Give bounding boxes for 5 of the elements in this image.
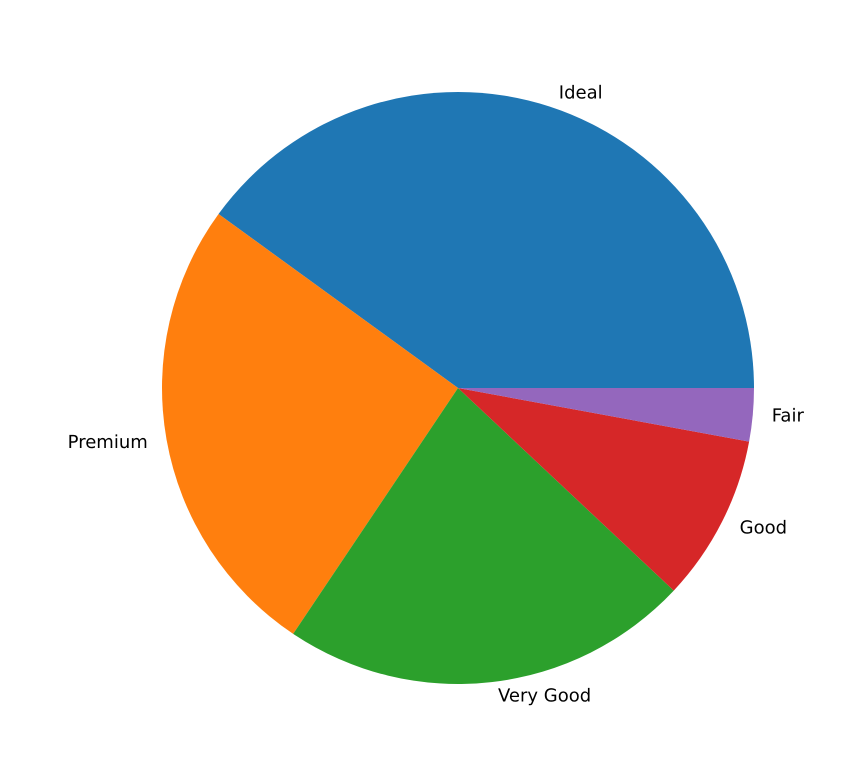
slice-label: Premium	[68, 432, 148, 453]
slice-label: Fair	[772, 406, 804, 427]
slice-label: Very Good	[498, 686, 592, 707]
slice-label: Good	[740, 517, 788, 538]
slice-label: Ideal	[558, 82, 603, 104]
